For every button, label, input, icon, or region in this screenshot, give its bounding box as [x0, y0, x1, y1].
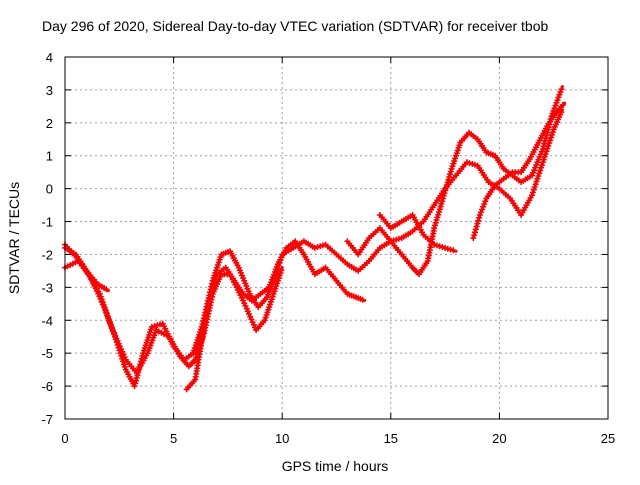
x-tick-label: 20: [492, 431, 506, 446]
y-tick-label: 2: [46, 116, 53, 131]
x-tick-label: 0: [61, 431, 68, 446]
data-point: [479, 206, 485, 213]
x-tick-label: 10: [275, 431, 289, 446]
data-point: [96, 290, 103, 297]
data-point: [106, 318, 113, 325]
y-axis-label: SDTVAR / TECUs: [6, 182, 22, 294]
data-point: [395, 235, 402, 242]
data-point: [103, 286, 110, 293]
data-point: [534, 175, 541, 182]
y-tick-label: 3: [46, 83, 53, 98]
x-tick-label: 15: [384, 431, 398, 446]
data-point: [547, 137, 554, 144]
data-point: [101, 304, 108, 311]
series-line: [185, 239, 367, 391]
data-point: [559, 102, 566, 108]
y-tick-label: 1: [46, 149, 53, 164]
tick-layer: 0 5 10 15 20 25 -7 -6 -5 -4 -3 -2 -1 0 1 2 3 4: [41, 50, 615, 446]
data-point: [103, 310, 110, 317]
data-point: [476, 214, 482, 221]
y-tick-label: -5: [41, 346, 53, 361]
data-point: [475, 217, 482, 224]
chart-title: Day 296 of 2020, Sidereal Day-to-day VTE…: [42, 18, 549, 34]
data-point: [482, 198, 489, 205]
y-tick-label: -6: [41, 379, 53, 394]
y-tick-label: 0: [46, 182, 53, 197]
data-point: [107, 321, 114, 328]
y-tick-label: -4: [41, 313, 53, 328]
data-point: [100, 302, 107, 309]
data-point: [473, 223, 480, 230]
data-point: [474, 220, 481, 227]
data-point: [472, 229, 478, 236]
data-point: [105, 316, 112, 322]
data-point: [538, 162, 545, 169]
series-layer: [62, 85, 567, 393]
data-point: [531, 184, 538, 190]
data-point: [466, 160, 473, 167]
x-tick-label: 5: [170, 431, 177, 446]
y-tick-label: -2: [41, 247, 53, 262]
data-point: [558, 86, 565, 93]
y-tick-label: -3: [41, 280, 53, 295]
series-track-7: [470, 101, 567, 241]
data-point: [476, 212, 483, 218]
data-point: [540, 156, 547, 163]
data-point: [97, 293, 104, 300]
data-point: [278, 267, 285, 274]
data-point: [471, 232, 478, 239]
data-point: [536, 170, 543, 177]
data-point: [470, 235, 477, 241]
data-point: [558, 109, 565, 116]
data-point: [98, 296, 105, 303]
data-point: [472, 226, 479, 233]
data-point: [548, 131, 555, 138]
data-point: [359, 296, 366, 303]
data-point: [99, 299, 106, 306]
y-tick-label: 4: [46, 50, 53, 65]
data-point: [529, 189, 536, 196]
x-axis-label: GPS time / hours: [282, 458, 389, 474]
grid-layer: [65, 57, 608, 419]
series-track-8: [376, 212, 458, 254]
data-point: [431, 241, 438, 248]
plot-frame: [64, 56, 609, 420]
series-track-4: [183, 238, 367, 393]
series-line: [280, 108, 564, 273]
data-point: [450, 247, 457, 254]
data-point: [104, 313, 111, 320]
y-tick-label: -7: [41, 412, 53, 427]
x-tick-label: 25: [601, 431, 615, 446]
y-tick-label: -1: [41, 215, 53, 230]
series-track-5: [279, 108, 565, 274]
